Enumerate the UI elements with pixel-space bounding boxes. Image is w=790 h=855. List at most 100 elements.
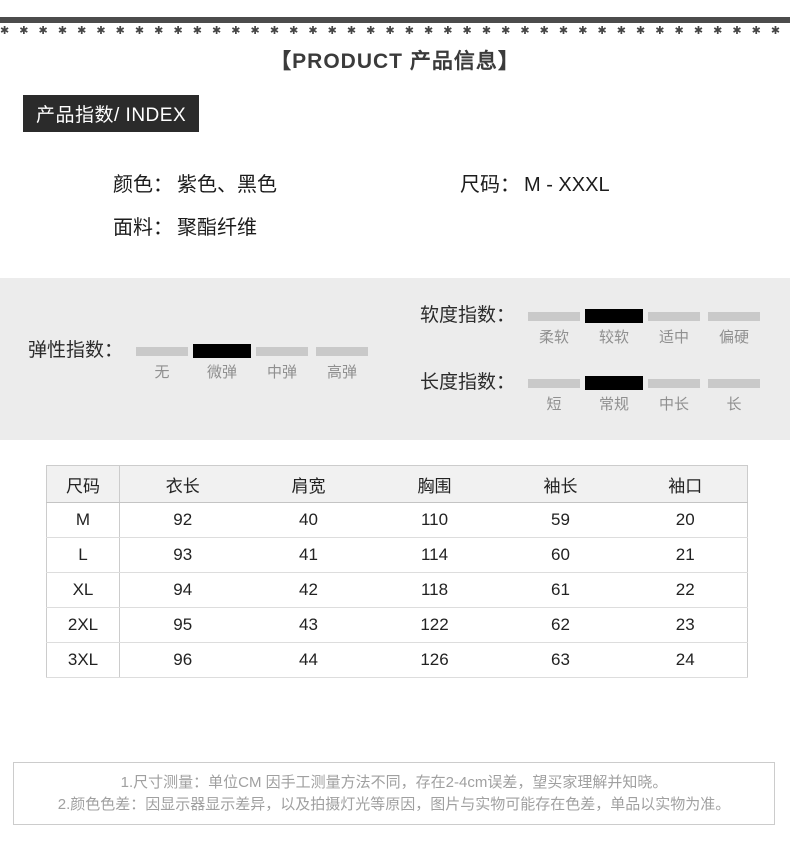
measure-cell: 92: [119, 502, 246, 538]
table-row: 3XL 96 44 126 63 24: [46, 642, 748, 678]
measure-cell: 62: [497, 607, 624, 643]
index-option-label: 微弹: [207, 364, 238, 381]
bar-slot: [704, 376, 764, 390]
index-option: 常规: [584, 376, 644, 413]
bar-slot: [192, 344, 252, 358]
bar-slot: [132, 344, 192, 358]
index-bar: [193, 344, 252, 358]
measure-cell: 93: [119, 537, 246, 573]
bar-slot: [644, 309, 704, 323]
size-cell: M: [46, 502, 120, 538]
measure-cell: 22: [623, 572, 748, 608]
bar-slot: [524, 376, 584, 390]
attribute-size: 尺码： M - XXXL: [460, 168, 610, 197]
measure-cell: 23: [623, 607, 748, 643]
table-header-cell: 尺码: [46, 465, 120, 503]
attribute-fabric: 面料： 聚酯纤维: [113, 211, 257, 240]
index-options: 短 常规 中长 长: [524, 376, 764, 413]
index-bar: [316, 346, 369, 356]
table-header-cell: 肩宽: [245, 465, 372, 503]
index-option-label: 较软: [599, 329, 630, 346]
size-cell: 2XL: [46, 607, 120, 643]
size-value: M - XXXL: [524, 174, 610, 196]
measure-cell: 118: [371, 572, 498, 608]
index-option-label: 偏硬: [719, 329, 750, 346]
index-bar: [648, 378, 701, 388]
attribute-color: 颜色： 紫色、黑色: [113, 168, 277, 197]
color-label: 颜色：: [113, 174, 173, 196]
index-option: 适中: [644, 309, 704, 346]
size-cell: 3XL: [46, 642, 120, 678]
index-group-label: 弹性指数：: [28, 340, 124, 361]
index-bar: [528, 311, 581, 321]
index-option: 柔软: [524, 309, 584, 346]
index-option-label: 常规: [599, 396, 630, 413]
index-options: 无 微弹 中弹 高弹: [132, 344, 372, 381]
index-option: 偏硬: [704, 309, 764, 346]
measure-cell: 122: [371, 607, 498, 643]
table-header-cell: 袖口: [623, 465, 748, 503]
index-options: 柔软 较软 适中 偏硬: [524, 309, 764, 346]
measure-cell: 114: [371, 537, 498, 573]
index-bar: [585, 309, 644, 323]
index-option: 无: [132, 344, 192, 381]
index-bar: [648, 311, 701, 321]
index-group-label: 软度指数：: [420, 305, 516, 326]
measure-cell: 42: [245, 572, 372, 608]
index-option: 微弹: [192, 344, 252, 381]
page-title: 【PRODUCT 产品信息】: [270, 50, 520, 73]
size-cell: L: [46, 537, 120, 573]
measure-cell: 43: [245, 607, 372, 643]
measure-cell: 110: [371, 502, 498, 538]
measure-cell: 59: [497, 502, 624, 538]
index-bar: [136, 346, 189, 356]
measure-cell: 94: [119, 572, 246, 608]
index-panel: 弹性指数： 无 微弹 中弹 高弹: [0, 278, 790, 440]
measure-cell: 24: [623, 642, 748, 678]
index-option: 长: [704, 376, 764, 413]
table-row: M 92 40 110 59 20: [46, 502, 748, 538]
index-badge: 产品指数/ INDEX: [23, 95, 200, 132]
index-option-label: 短: [546, 396, 562, 413]
size-label: 尺码：: [460, 174, 520, 196]
measure-cell: 41: [245, 537, 372, 573]
note-line: 1.尺寸测量：单位CM 因手工测量方法不同，存在2-4cm误差，望买家理解并知晓…: [120, 773, 668, 791]
bar-slot: [524, 309, 584, 323]
index-option: 中长: [644, 376, 704, 413]
index-option-label: 中长: [659, 396, 690, 413]
bar-slot: [584, 309, 644, 323]
measure-cell: 95: [119, 607, 246, 643]
index-option-label: 中弹: [267, 364, 298, 381]
measure-cell: 20: [623, 502, 748, 538]
index-bar: [256, 346, 309, 356]
bar-slot: [312, 344, 372, 358]
table-row: XL 94 42 118 61 22: [46, 572, 748, 608]
bar-slot: [704, 309, 764, 323]
fabric-label: 面料：: [113, 217, 173, 239]
table-row: 2XL 95 43 122 62 23: [46, 607, 748, 643]
measure-cell: 21: [623, 537, 748, 573]
measure-cell: 60: [497, 537, 624, 573]
index-option-label: 无: [154, 364, 170, 381]
table-header-cell: 衣长: [119, 465, 246, 503]
index-option-label: 适中: [659, 329, 690, 346]
measure-cell: 61: [497, 572, 624, 608]
index-option: 短: [524, 376, 584, 413]
measure-cell: 126: [371, 642, 498, 678]
measure-cell: 63: [497, 642, 624, 678]
index-option: 较软: [584, 309, 644, 346]
index-group-length: 长度指数： 短 常规 中长 长: [420, 373, 764, 413]
index-option-label: 柔软: [539, 329, 570, 346]
notes-box: 1.尺寸测量：单位CM 因手工测量方法不同，存在2-4cm误差，望买家理解并知晓…: [13, 762, 775, 825]
bar-slot: [584, 376, 644, 390]
measure-cell: 96: [119, 642, 246, 678]
index-option: 中弹: [252, 344, 312, 381]
table-row: L 93 41 114 60 21: [46, 537, 748, 573]
top-rule-bar: [0, 17, 790, 23]
color-value: 紫色、黑色: [177, 174, 277, 196]
measure-cell: 40: [245, 502, 372, 538]
index-bar: [708, 378, 761, 388]
index-bar: [528, 378, 581, 388]
index-option: 高弹: [312, 344, 372, 381]
index-bar: [585, 376, 644, 390]
